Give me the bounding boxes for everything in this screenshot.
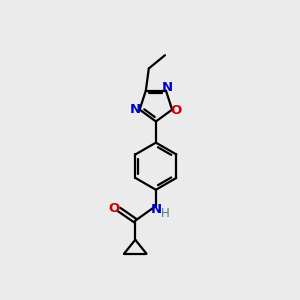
Text: N: N [151, 203, 162, 216]
Text: O: O [170, 104, 182, 117]
Text: O: O [108, 202, 119, 214]
Text: H: H [161, 207, 170, 220]
Text: N: N [130, 103, 141, 116]
Text: N: N [162, 80, 173, 94]
